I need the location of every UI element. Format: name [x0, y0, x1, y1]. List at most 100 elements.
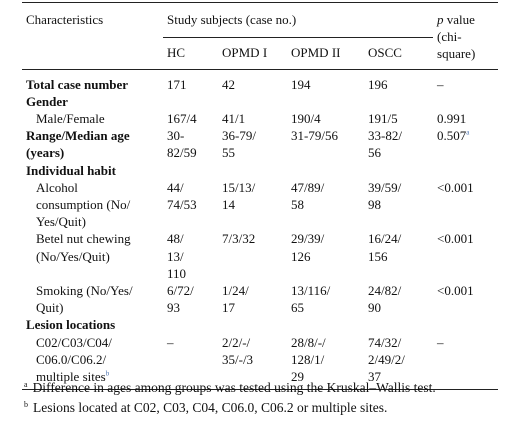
cell-text: 58: [291, 197, 304, 213]
p-cell: <0.001: [433, 230, 498, 282]
data-cell: 24/82/90: [364, 282, 433, 316]
cell-text: 98: [368, 197, 381, 213]
cell-text: 44/: [167, 179, 184, 195]
data-cell: 36-79/55: [218, 127, 287, 161]
cell-text: 65: [291, 300, 304, 316]
cell-text: Quit): [36, 300, 64, 316]
cell-text: Gender: [26, 93, 68, 109]
header-text: (chi-: [437, 29, 462, 45]
cell-text: Betel nut chewing: [36, 231, 131, 247]
row-label: Alcohol consumption (No/Yes/Quit): [22, 179, 163, 231]
data-cell: 15/13/14: [218, 179, 287, 231]
data-cell: 44/74/53: [163, 179, 218, 231]
table-row: Alcohol consumption (No/Yes/Quit) 44/74/53…: [22, 179, 498, 231]
p-cell: 0.507a: [433, 127, 498, 161]
cell-text: 48/: [167, 231, 184, 247]
cell-text: 82/59: [167, 145, 197, 161]
table-row: Male/Female 167/4 41/1 190/4 191/5 0.991: [22, 110, 498, 127]
row-label: Total case number: [22, 69, 163, 93]
cell-text: 167/4: [167, 111, 197, 127]
cell-text: 42: [222, 76, 235, 92]
data-cell: 6/72/93: [163, 282, 218, 316]
row-label: Smoking (No/Yes/Quit): [22, 282, 163, 316]
table-row: Total case number 171 42 194 196 –: [22, 69, 498, 93]
table-header: Characteristics Study subjects (case no.…: [22, 2, 499, 70]
data-cell: 196: [364, 69, 433, 93]
header-cell: OPMD I: [222, 44, 268, 60]
data-cell: 7/3/32: [218, 230, 287, 282]
cell-text: 14: [222, 197, 235, 213]
row-label: Betel nut chewing (No/Yes/Quit): [22, 230, 163, 282]
header-cell: OPMD II: [291, 44, 341, 60]
p-cell: 0.991: [433, 110, 498, 127]
cell-text: 74/53: [167, 197, 197, 213]
cell-text: 0.991: [437, 111, 467, 127]
cell-text: 191/5: [368, 111, 398, 127]
row-label: C02/C03/C04/C06.0/C06.2/multiple sitesb: [22, 334, 163, 390]
cell-text: 156: [368, 248, 388, 264]
data-cell: 2/2/-/35/-/3: [218, 334, 287, 390]
cell-text: 55: [222, 145, 235, 161]
p-cell: <0.001: [433, 179, 498, 231]
cell-text: <0.001: [437, 231, 474, 247]
cell-text: 110: [167, 265, 187, 281]
cell-text: 15/13/: [222, 179, 256, 195]
row-label: Range/Median age (years): [22, 127, 163, 161]
data-cell: 171: [163, 69, 218, 93]
table-row: Betel nut chewing (No/Yes/Quit) 48/13/110 7…: [22, 230, 498, 282]
data-cell: 30- 82/59: [163, 127, 218, 161]
cell-text: –: [437, 334, 444, 350]
footnote-mark: b: [24, 399, 28, 409]
data-cell: 194: [287, 69, 364, 93]
cell-text: 194: [291, 76, 311, 92]
table-row: Range/Median age (years) 30- 82/59 36-79/55 3…: [22, 127, 498, 161]
cell-text: 13/: [167, 248, 184, 264]
data-cell: 13/116/65: [287, 282, 364, 316]
data-cell: 16/24/156: [364, 230, 433, 282]
p-cell: –: [433, 334, 498, 390]
table-row: C02/C03/C04/C06.0/C06.2/multiple sitesb –…: [22, 334, 498, 390]
table-body: Total case number 171 42 194 196– Gender Male/…: [22, 69, 499, 390]
cell-text: 17: [222, 300, 235, 316]
data-cell: 42: [218, 69, 287, 93]
row-label: Gender: [22, 93, 498, 110]
table-row: Lesion locations: [22, 316, 498, 333]
cell-text: C06.0/C06.2/: [36, 351, 107, 367]
cell-text: 36-79/: [222, 128, 256, 144]
footnote-text: Difference in ages among groups was test…: [32, 380, 436, 395]
table-row: Gender: [22, 93, 498, 110]
cell-text: 2/2/-/: [222, 334, 251, 350]
cell-text: 74/32/: [368, 334, 402, 350]
cell-text: (No/Yes/Quit): [36, 248, 110, 264]
data-cell: 29/39/126: [287, 230, 364, 282]
cell-text: 24/82/: [368, 283, 402, 299]
cell-text: Smoking (No/Yes/: [36, 283, 133, 299]
data-cell: 47/89/58: [287, 179, 364, 231]
cell-text: 13/116/: [291, 283, 331, 299]
row-label: Male/Female: [22, 110, 163, 127]
cell-text: 56: [368, 145, 381, 161]
cell-text: Male/Female: [36, 111, 105, 127]
footnote-mark: a: [24, 379, 28, 389]
row-label: Individual habit: [22, 162, 498, 179]
cell-text: <0.001: [437, 283, 474, 299]
data-cell: 190/4: [287, 110, 364, 127]
cell-text: –: [167, 334, 174, 350]
cell-text: consumption (No/: [36, 197, 131, 213]
cell-text: 0.507: [437, 128, 467, 144]
cell-text: Total case number: [26, 76, 129, 92]
cell-text: 93: [167, 300, 180, 316]
cell-text: Yes/Quit): [36, 214, 86, 230]
cell-text: (years): [26, 145, 65, 161]
cell-text: 30-: [167, 128, 185, 144]
cell-text: Lesion locations: [26, 317, 116, 333]
cell-text: 2/49/2/: [368, 351, 405, 367]
table-row: Individual habit: [22, 162, 498, 179]
cell-text: 39/59/: [368, 179, 402, 195]
p-cell: <0.001: [433, 282, 498, 316]
cell-text: 41/1: [222, 111, 246, 127]
header-cell: HC: [167, 44, 186, 60]
cell-text: 7/3/32: [222, 231, 256, 247]
data-cell: 28/8/-/128/1/29: [287, 334, 364, 390]
